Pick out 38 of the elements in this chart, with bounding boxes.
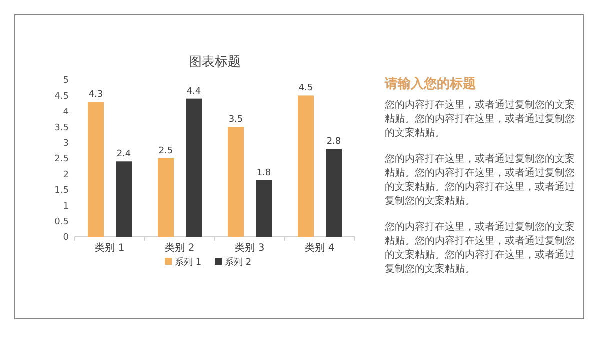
- data-label: 4.4: [186, 86, 202, 97]
- legend-label: 系列 1: [175, 257, 202, 268]
- x-tick-label: 类别 4: [305, 242, 335, 254]
- data-label: 1.8: [256, 168, 272, 178]
- bar: [158, 158, 174, 237]
- bar: [88, 102, 104, 237]
- data-label: 4.5: [298, 84, 314, 94]
- y-tick-label: 3: [63, 138, 69, 149]
- y-tick-label: 1: [63, 202, 69, 212]
- y-tick-label: 0.5: [54, 217, 69, 228]
- bar: [256, 180, 272, 237]
- data-label: 2.8: [326, 137, 342, 148]
- bar: [228, 127, 244, 237]
- legend-label: 系列 2: [225, 257, 252, 268]
- y-tick-label: 0: [63, 233, 70, 244]
- y-tick-label: 1.5: [54, 186, 69, 196]
- chart-title: 图表标题: [189, 55, 241, 70]
- text: 请输入您的标题: [384, 76, 476, 92]
- data-label: 4.3: [88, 90, 104, 100]
- text: 您的内容打在这里，或者通过复制您的文案粘贴。您的内容打在这里，或者通过复制您的文案粘贴。: [384, 99, 575, 139]
- y-tick-label: 2: [63, 170, 69, 180]
- bar: [298, 96, 314, 237]
- bar: [186, 98, 202, 237]
- text: 您的内容打在这里，或者通过复制您的文案粘贴。您的内容打在这里，或者通过复制您的文案粘贴。您的内容打在这里，或者通过复制您的文案粘贴。: [384, 153, 575, 207]
- x-tick-label: 类别 1: [95, 242, 125, 254]
- data-label: 2.4: [116, 150, 132, 160]
- text: 您的内容打在这里，或者通过复制您的文案粘贴。您的内容打在这里，或者通过复制您的文案粘贴。您的内容打在这里，或者通过复制您的文案粘贴。: [384, 221, 575, 275]
- y-tick-label: 2.5: [54, 154, 69, 165]
- x-tick-label: 类别 2: [165, 242, 195, 254]
- y-tick-label: 3.5: [54, 123, 69, 134]
- bar: [326, 149, 342, 237]
- y-tick-label: 4: [63, 108, 70, 118]
- bar: [116, 162, 132, 237]
- data-label: 3.5: [228, 115, 244, 126]
- y-tick-label: 5: [63, 76, 69, 86]
- data-label: 2.5: [158, 146, 174, 156]
- x-tick-label: 类别 3: [235, 242, 265, 254]
- y-tick-label: 4.5: [54, 92, 69, 102]
